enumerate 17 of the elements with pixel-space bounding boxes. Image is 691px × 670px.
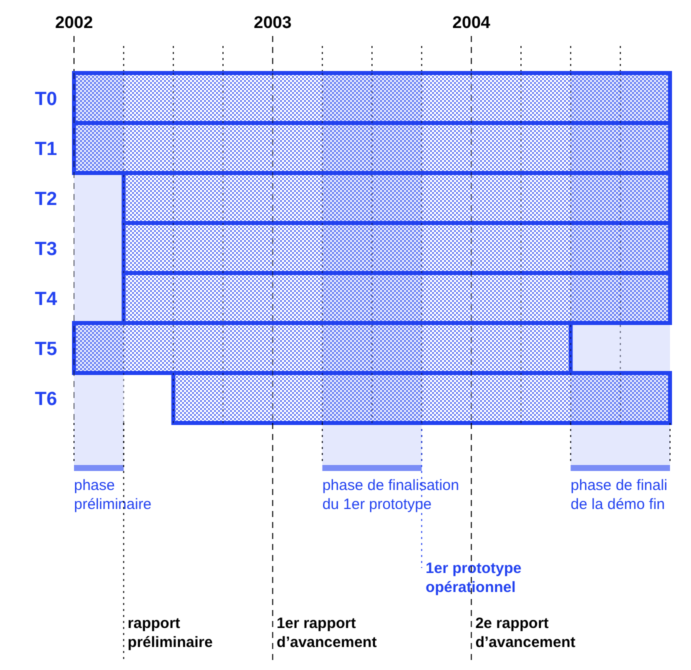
y-tick-label: T3 [34, 239, 58, 260]
ref-line-label: rapport préliminaire [128, 615, 213, 651]
ref-line-label: 1er rapport d’avancement [276, 615, 377, 651]
x-tick-label: 2002 [55, 13, 93, 32]
band-label: phase de finalisation du 1er prototype [322, 477, 460, 513]
ref-line-label: 2e rapport d’avancement [475, 615, 576, 651]
ref-line-label: 1er prototype opérationnel [426, 560, 522, 596]
band-label: phase de finali de la démo fin [570, 477, 668, 513]
x-tick-label: 2004 [452, 13, 491, 32]
y-tick-label: T4 [34, 289, 58, 310]
x-tick-label: 2003 [254, 13, 292, 32]
legend-label: phase préliminaire [74, 477, 152, 513]
y-tick-label: T2 [34, 189, 58, 210]
y-tick-label: T6 [34, 389, 58, 410]
y-tick-label: T5 [34, 339, 58, 360]
y-tick-label: T0 [34, 89, 58, 110]
y-tick-label: T1 [34, 139, 58, 160]
